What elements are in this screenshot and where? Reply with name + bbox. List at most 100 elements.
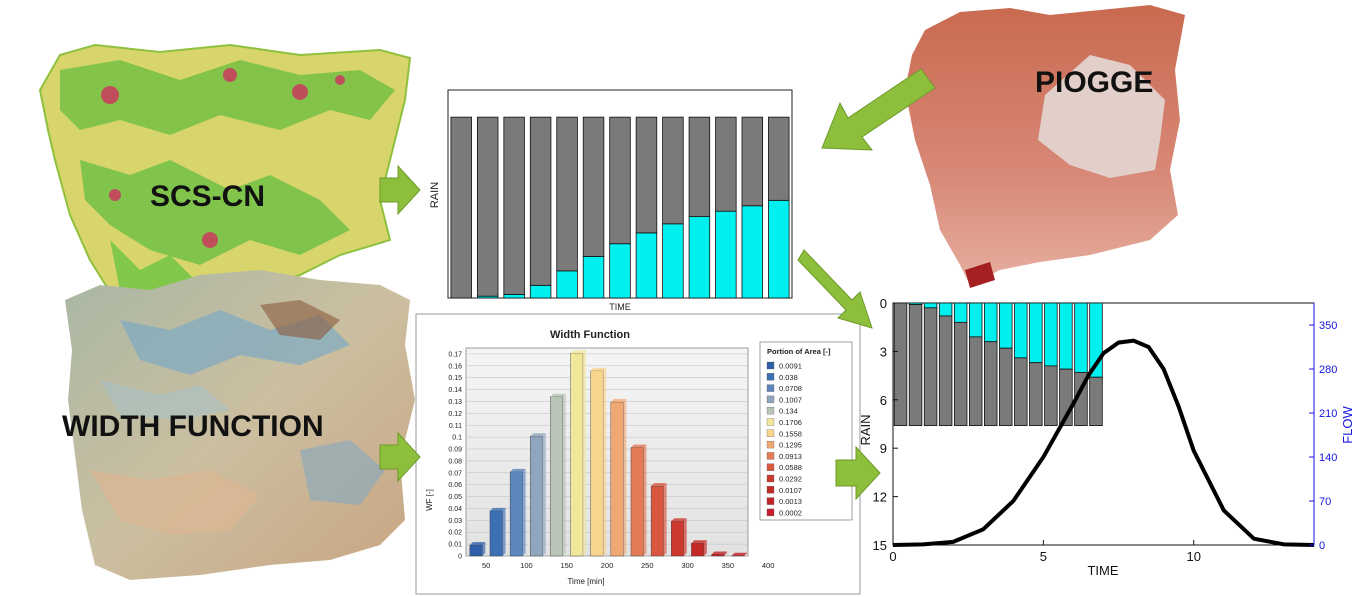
wf-bar-side: [583, 350, 587, 556]
wf-y-tick-label: 0.11: [449, 423, 462, 430]
wf-legend-swatch: [766, 463, 775, 471]
wf-x-tick-label: 100: [520, 561, 533, 570]
piogge-label: PIOGGE: [1035, 66, 1154, 99]
wf-bar-top: [691, 540, 707, 544]
rain-bar-cyan: [688, 216, 711, 299]
wf-bar-top: [590, 367, 607, 371]
hydro-rain-tick-label: 0: [880, 296, 887, 311]
wf-bar: [630, 447, 644, 557]
arrow-chart-to-hydro: [835, 445, 881, 501]
rain-bar-cyan: [529, 284, 552, 299]
hydro-flow-tick-label: 350: [1319, 320, 1337, 332]
rain-bar-cyan: [715, 210, 737, 299]
wf-bar-top: [610, 399, 627, 403]
hydro-rain-bar-gray: [938, 315, 953, 427]
wf-legend-swatch: [766, 361, 775, 370]
wf-plot-area: [465, 347, 749, 557]
scs-cn-map: [38, 43, 412, 318]
wf-bar-top: [731, 552, 748, 556]
wf-legend-swatch: [766, 373, 775, 381]
wf-bar: [711, 554, 725, 557]
rain-bar-gray: [768, 116, 790, 201]
wf-bar-top: [671, 518, 687, 522]
wf-y-tick-label: 0.06: [448, 482, 462, 489]
wf-legend-label: 0.0091: [779, 362, 802, 371]
wf-y-tick-label: 0.13: [448, 399, 462, 406]
wf-legend-label: 0.1007: [779, 395, 802, 404]
wf-bar: [590, 370, 604, 557]
hydro-ylabel: RAIN: [858, 414, 873, 445]
wf-bar: [610, 401, 624, 557]
wf-bar: [691, 543, 705, 557]
hydro-rain-bar-gray: [908, 304, 923, 427]
hydro-flow-tick-label: 140: [1319, 452, 1337, 464]
arrow-wf-to-chart: [379, 431, 421, 483]
wf-bar-side: [643, 444, 647, 556]
hydro-y2label: FLOW: [1340, 405, 1355, 443]
wf-legend-swatch: [766, 474, 775, 483]
rain-bar-gray: [476, 116, 499, 297]
rain-chart: RAIN TIME: [429, 89, 793, 312]
hydro-time-tick-label: 0: [889, 549, 896, 564]
wf-legend-swatch: [766, 395, 775, 404]
wf-y-tick-label: 0.17: [448, 351, 462, 358]
wf-bar: [671, 521, 684, 557]
rain-bar-gray: [609, 116, 631, 245]
rain-bar-gray: [741, 116, 764, 207]
rain-bar-cyan: [609, 243, 631, 299]
wf-bar: [489, 510, 503, 557]
rain-chart-xlabel: TIME: [609, 302, 631, 312]
hydro-rain-bar-gray: [923, 307, 938, 427]
hydro-rain-tick-label: 9: [880, 441, 887, 456]
rain-bar-gray: [450, 116, 472, 299]
wf-x-tick-label: 200: [601, 561, 614, 570]
wf-y-tick-label: 0.09: [448, 447, 462, 454]
wf-legend-box: [759, 341, 853, 521]
wf-y-tick-label: 0: [458, 554, 462, 561]
hydro-rain-bar-cyan: [953, 302, 968, 323]
wf-bar: [469, 544, 483, 557]
hydro-rain-bar-gray: [893, 302, 908, 427]
rain-bar-gray: [503, 116, 525, 295]
hydro-rain-bar-cyan: [1014, 302, 1028, 359]
wf-bar-top: [711, 551, 728, 555]
width-function-label: WIDTH FUNCTION: [62, 410, 324, 443]
wf-y-tick-label: 0.15: [448, 375, 462, 382]
rain-bar-gray: [635, 116, 658, 234]
hydro-flow-ticks: 0 70 140 210 280 350: [1309, 320, 1337, 552]
wf-legend-label: 0.0292: [779, 475, 802, 484]
wf-chart-xlabel: Time [min]: [567, 577, 604, 586]
wf-legend-swatch: [766, 452, 775, 460]
hydro-rain-bar-gray: [953, 321, 968, 427]
wf-legend-items: 0.0091 0.038 0.0708 0.1007 0.134 0.1706 0.1558…: [766, 361, 802, 517]
wf-legend-swatch: [766, 497, 775, 505]
rain-bar-gray: [529, 116, 552, 286]
hydro-rain-ticks: 0 3 6 9 12 15: [873, 296, 898, 553]
wf-legend-label: 0.1706: [779, 418, 802, 427]
hydro-xlabel: TIME: [1087, 563, 1118, 578]
scs-cn-label: SCS-CN: [150, 180, 266, 213]
wf-bar-top: [550, 393, 566, 397]
rain-bar-gray: [582, 116, 605, 257]
wf-legend-swatch: [766, 407, 775, 415]
wf-bars-group: [469, 350, 748, 557]
wf-legend-title: Portion of Area [-]: [767, 347, 831, 356]
hydro-rain-bar-cyan: [1074, 302, 1088, 373]
hydro-rain-bar-cyan: [1059, 302, 1073, 370]
wf-bar: [550, 396, 564, 557]
wf-legend-label: 0.1295: [779, 441, 802, 450]
wf-y-tick-label: 0.05: [448, 494, 462, 501]
wf-y-ticks: 0 0.01 0.02 0.03 0.04 0.05 0.06 0.07 0.08 0.09 0.1…: [448, 351, 462, 560]
wf-legend-swatch: [766, 508, 775, 517]
wf-legend-label: 0.0107: [779, 486, 802, 495]
wf-y-tick-label: 0.03: [448, 518, 462, 525]
wf-bar-top: [489, 507, 506, 511]
rain-chart-ylabel: RAIN: [429, 182, 441, 208]
hydro-rain-bar-gray: [999, 347, 1013, 427]
hydro-time-tick-label: 5: [1040, 549, 1047, 564]
hydro-rain-bar-cyan: [1029, 302, 1043, 364]
wf-bar-side: [703, 540, 707, 556]
hydro-rain-bar-gray: [1044, 365, 1058, 427]
